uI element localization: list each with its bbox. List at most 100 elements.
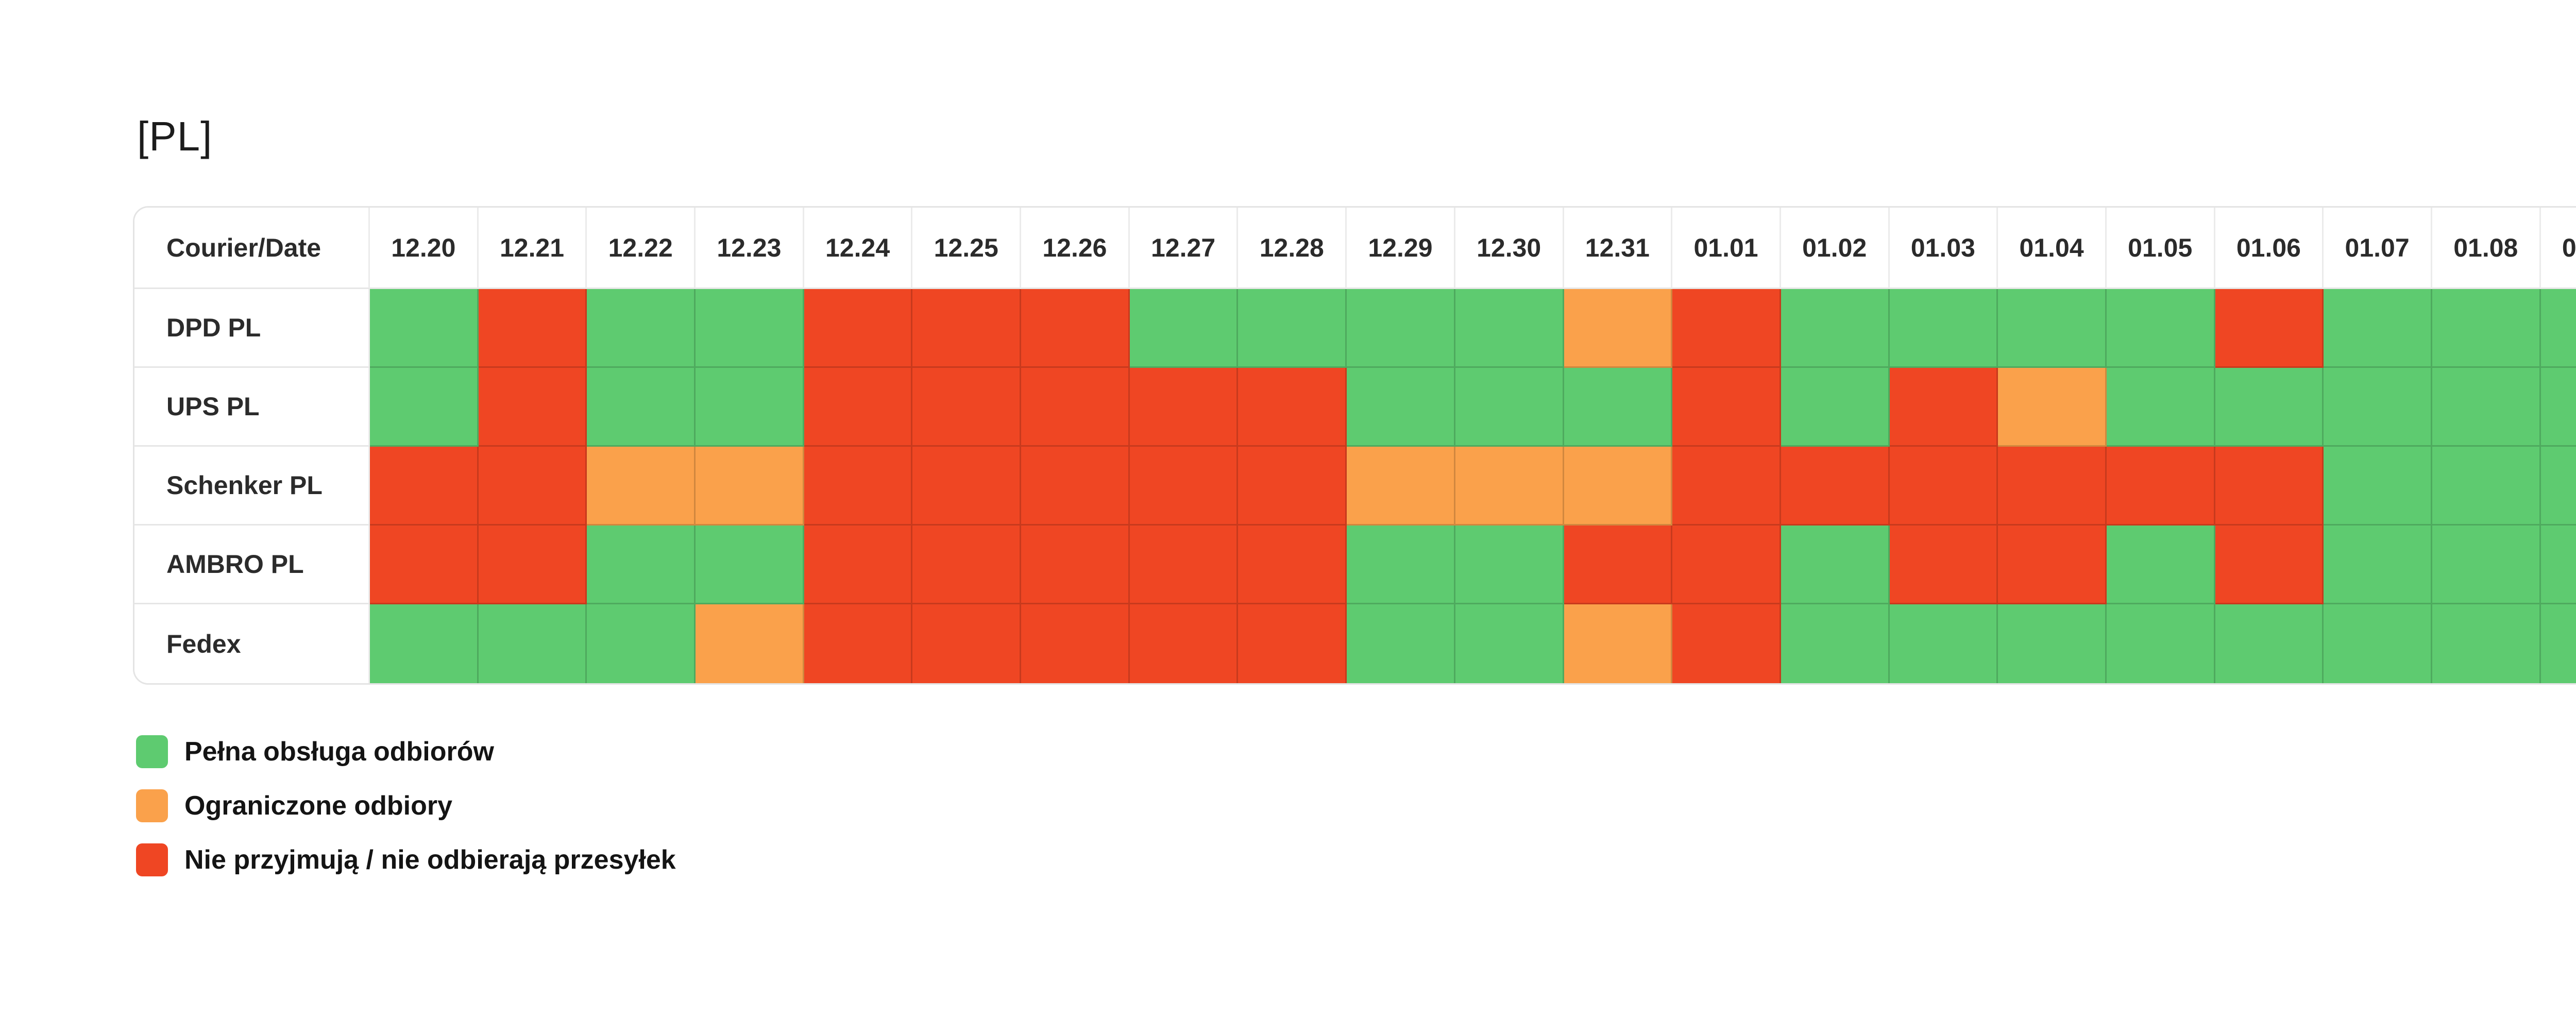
legend-item-limited: Ograniczone odbiory <box>136 789 2576 822</box>
date-header-cell: 01.03 <box>1889 208 1998 289</box>
status-cell-full <box>2432 604 2541 683</box>
status-cell-full <box>2540 289 2576 368</box>
status-cell-none <box>912 368 1022 447</box>
courier-label-cell: Schenker PL <box>134 447 370 526</box>
date-header-cell: 12.21 <box>478 208 587 289</box>
status-cell-full <box>1889 604 1998 683</box>
status-cell-limited <box>587 447 696 526</box>
status-cell-full <box>2324 447 2432 526</box>
status-cell-full <box>2432 368 2541 447</box>
status-cell-full <box>1347 368 1455 447</box>
status-cell-none <box>1021 368 1130 447</box>
legend-label: Ograniczone odbiory <box>184 791 453 821</box>
status-cell-full <box>2324 526 2432 604</box>
courier-availability-table: Courier/Date 12.20 12.21 12.22 12.23 12.24 12.… <box>133 206 2576 685</box>
status-cell-none <box>804 604 913 683</box>
status-cell-limited <box>1564 289 1673 368</box>
status-cell-full <box>2432 526 2541 604</box>
courier-label-cell: UPS PL <box>134 368 370 447</box>
corner-header-cell: Courier/Date <box>134 208 370 289</box>
date-header-cell: 01.08 <box>2432 208 2541 289</box>
status-cell-none <box>1238 526 1347 604</box>
status-cell-limited <box>1347 447 1455 526</box>
status-cell-full <box>2106 289 2215 368</box>
status-cell-none <box>2215 526 2324 604</box>
status-cell-full <box>2540 368 2576 447</box>
status-cell-limited <box>1455 447 1564 526</box>
status-cell-none <box>1998 526 2107 604</box>
legend-label: Nie przyjmują / nie odbierają przesyłek <box>184 845 676 875</box>
date-header-cell: 01.05 <box>2106 208 2215 289</box>
status-cell-full <box>587 604 696 683</box>
date-header-cell: 01.01 <box>1672 208 1781 289</box>
status-cell-none <box>1672 526 1781 604</box>
status-cell-limited <box>696 604 804 683</box>
status-cell-none <box>1129 604 1239 683</box>
status-cell-limited <box>1998 368 2107 447</box>
status-cell-none <box>1129 447 1239 526</box>
status-cell-none <box>1021 604 1130 683</box>
status-cell-full <box>2324 289 2432 368</box>
status-cell-none <box>1998 447 2107 526</box>
courier-label-cell: Fedex <box>134 604 370 683</box>
status-cell-full <box>696 526 804 604</box>
status-cell-none <box>1781 447 1890 526</box>
status-cell-full <box>1347 604 1455 683</box>
date-header-cell: 01.09 <box>2540 208 2576 289</box>
status-cell-full <box>587 526 696 604</box>
status-cell-none <box>1672 447 1781 526</box>
date-header-cell: 01.06 <box>2215 208 2324 289</box>
status-cell-none <box>912 289 1022 368</box>
status-cell-full <box>1129 289 1239 368</box>
status-cell-none <box>478 368 587 447</box>
status-cell-full <box>587 368 696 447</box>
status-cell-full <box>696 368 804 447</box>
status-cell-full <box>478 604 587 683</box>
status-cell-full <box>1347 289 1455 368</box>
status-cell-none <box>804 447 913 526</box>
status-cell-none <box>1889 447 1998 526</box>
legend-swatch-limited <box>136 789 168 822</box>
status-cell-none <box>2106 447 2215 526</box>
legend: Pełna obsługa odbiorów Ograniczone odbior… <box>136 735 2576 876</box>
date-header-cell: 01.02 <box>1781 208 1890 289</box>
status-cell-none <box>1889 526 1998 604</box>
status-cell-full <box>2432 447 2541 526</box>
status-cell-none <box>478 289 587 368</box>
status-cell-none <box>370 447 479 526</box>
status-cell-none <box>1021 526 1130 604</box>
status-cell-full <box>2215 368 2324 447</box>
status-cell-none <box>912 604 1022 683</box>
status-cell-none <box>1021 289 1130 368</box>
status-cell-none <box>2215 447 2324 526</box>
status-cell-none <box>1021 447 1130 526</box>
status-cell-full <box>696 289 804 368</box>
status-cell-full <box>2540 447 2576 526</box>
status-cell-full <box>1455 604 1564 683</box>
status-cell-full <box>2432 289 2541 368</box>
status-cell-full <box>1347 526 1455 604</box>
legend-item-none: Nie przyjmują / nie odbierają przesyłek <box>136 843 2576 876</box>
date-header-cell: 12.31 <box>1564 208 1673 289</box>
status-cell-full <box>2540 604 2576 683</box>
date-header-cell: 01.04 <box>1998 208 2107 289</box>
legend-swatch-none <box>136 843 168 876</box>
status-cell-none <box>1129 368 1239 447</box>
status-cell-full <box>2106 526 2215 604</box>
status-cell-none <box>804 368 913 447</box>
status-cell-full <box>1781 604 1890 683</box>
status-cell-full <box>370 604 479 683</box>
status-cell-full <box>1455 526 1564 604</box>
status-cell-limited <box>1564 604 1673 683</box>
status-cell-none <box>478 447 587 526</box>
status-cell-none <box>370 526 479 604</box>
date-header-cell: 12.22 <box>587 208 696 289</box>
date-header-cell: 12.23 <box>696 208 804 289</box>
status-cell-full <box>1781 368 1890 447</box>
date-header-cell: 12.27 <box>1129 208 1239 289</box>
status-cell-none <box>912 526 1022 604</box>
date-header-cell: 12.20 <box>370 208 479 289</box>
courier-label-cell: AMBRO PL <box>134 526 370 604</box>
status-cell-full <box>370 368 479 447</box>
status-cell-full <box>1998 289 2107 368</box>
